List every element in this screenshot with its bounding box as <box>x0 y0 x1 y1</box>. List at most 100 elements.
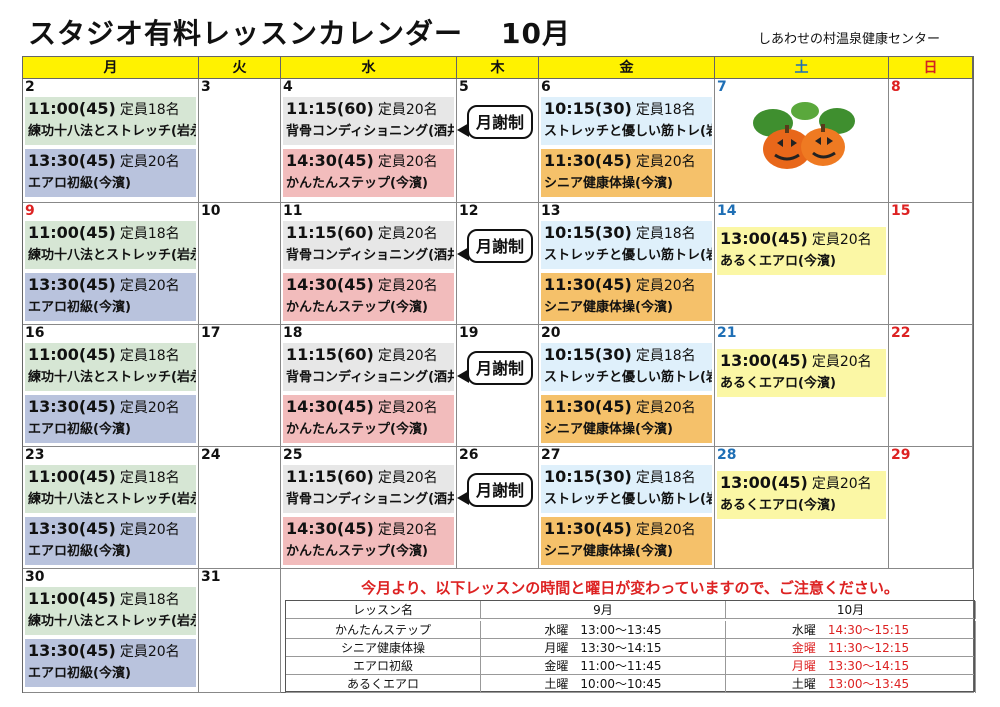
lesson-capacity: 定員20名 <box>811 476 872 492</box>
lesson-time-text: 11:15(60) <box>286 467 374 486</box>
monthly-fee-bubble: 月謝制 <box>467 473 533 507</box>
lesson-block: 14:30(45) 定員20名 かんたんステップ(今濱) <box>283 273 454 321</box>
lesson-name: 背骨コンディショニング(酒井) <box>286 370 454 385</box>
day-number: 11 <box>283 203 303 219</box>
lesson-time-text: 14:30(45) <box>286 519 374 538</box>
lesson-block: 11:30(45) 定員20名 シニア健康体操(今濱) <box>541 395 712 443</box>
lesson-time: 11:15(60) 定員20名 <box>286 466 451 489</box>
weekday-header-1: 火 <box>199 57 281 79</box>
september-schedule-cell: 土曜 10:00～10:45 <box>481 675 726 693</box>
lesson-block: 11:00(45) 定員18名 練功十八法とストレッチ(岩永) <box>25 221 196 269</box>
lesson-capacity: 定員18名 <box>635 348 696 364</box>
change-notice: 今月より、以下レッスンの時間と曜日が変わっていますので、ご注意ください。 <box>361 579 899 597</box>
lesson-name: シニア健康体操(今濱) <box>544 300 673 315</box>
lesson-time-text: 13:30(45) <box>28 151 116 170</box>
bubble-tail-icon <box>457 491 469 505</box>
day-cell: 24 <box>199 447 281 569</box>
lesson-capacity: 定員18名 <box>119 348 180 364</box>
lesson-time: 13:00(45) 定員20名 <box>720 472 883 495</box>
lesson-capacity: 定員20名 <box>377 470 438 486</box>
october-day: 土曜 <box>791 677 816 691</box>
lesson-time-text: 13:00(45) <box>720 229 808 248</box>
lesson-time: 11:15(60) 定員20名 <box>286 344 451 367</box>
calendar: 月火水木金土日 2 11:00(45) 定員18名 練功十八法とストレッチ(岩永) 13:… <box>22 56 976 693</box>
day-number: 19 <box>459 325 479 341</box>
lesson-time: 11:00(45) 定員18名 <box>28 98 193 121</box>
weekday-header-3: 木 <box>457 57 539 79</box>
lesson-time: 13:30(45) 定員20名 <box>28 518 193 541</box>
weekday-header-4: 金 <box>539 57 715 79</box>
day-number: 25 <box>283 447 303 463</box>
lesson-time: 14:30(45) 定員20名 <box>286 518 451 541</box>
weekday-header-2: 水 <box>281 57 457 79</box>
day-number: 9 <box>25 203 35 219</box>
day-cell: 2010:15(30)定員18名ストレッチと優しい筋トレ(岩永)11:30(45… <box>539 325 715 447</box>
day-number: 30 <box>25 569 45 585</box>
weekday-header-5: 土 <box>715 57 889 79</box>
lesson-block: 13:00(45) 定員20名 あるくエアロ(今濱) <box>717 227 886 275</box>
day-cell: 18 11:15(60) 定員20名 背骨コンディショニング(酒井) 14:30(45)… <box>281 325 457 447</box>
lesson-time: 13:30(45) 定員20名 <box>28 150 193 173</box>
weekday-header-0: 月 <box>23 57 199 79</box>
day-number: 5 <box>459 79 469 95</box>
day-cell: 31 <box>199 569 281 693</box>
october-day: 月曜 <box>791 659 816 673</box>
lesson-capacity: 定員20名 <box>635 154 696 170</box>
day-number: 26 <box>459 447 479 463</box>
lesson-name: ストレッチと優しい筋トレ(岩永) <box>544 370 712 385</box>
lesson-name-cell: エアロ初級 <box>286 657 481 675</box>
page-title: スタジオ有料レッスンカレンダー 10月 <box>28 12 571 52</box>
lesson-block: 11:30(45) 定員20名 シニア健康体操(今濱) <box>541 517 712 565</box>
day-number: 18 <box>283 325 303 341</box>
lesson-capacity: 定員20名 <box>119 644 180 660</box>
lesson-name: 練功十八法とストレッチ(岩永) <box>28 124 196 139</box>
lesson-name: ストレッチと優しい筋トレ(岩永) <box>544 248 712 263</box>
lesson-name: エアロ初級(今濱) <box>28 422 131 437</box>
lesson-time: 10:15(30) 定員18名 <box>544 98 709 121</box>
table-header-row: レッスン名 9月 10月 <box>286 601 976 619</box>
lesson-time: 11:00(45) 定員18名 <box>28 344 193 367</box>
day-cell: 12 <box>457 203 539 325</box>
day-number: 12 <box>459 203 479 219</box>
monthly-fee-bubble: 月謝制 <box>467 105 533 139</box>
lesson-time: 11:00(45) 定員18名 <box>28 466 193 489</box>
day-number: 2 <box>25 79 35 95</box>
lesson-block: 13:30(45) 定員20名 エアロ初級(今濱) <box>25 639 196 687</box>
lesson-block: 13:30(45) 定員20名 エアロ初級(今濱) <box>25 149 196 197</box>
lesson-block: 11:30(45) 定員20名 シニア健康体操(今濱) <box>541 273 712 321</box>
lesson-capacity: 定員20名 <box>377 226 438 242</box>
lesson-name: ストレッチと優しい筋トレ(岩永) <box>544 492 712 507</box>
lesson-capacity: 定員20名 <box>811 354 872 370</box>
title-month: 10月 <box>501 17 571 50</box>
lesson-capacity: 定員20名 <box>635 400 696 416</box>
lesson-block: 13:00(45) 定員20名 あるくエアロ(今濱) <box>717 471 886 519</box>
lesson-time-text: 11:30(45) <box>544 397 632 416</box>
lesson-name: エアロ初級(今濱) <box>28 544 131 559</box>
day-cell: 1310:15(30)定員18名ストレッチと優しい筋トレ(岩永)11:30(45… <box>539 203 715 325</box>
day-cell: 7 <box>715 79 889 203</box>
lesson-block: 13:30(45) 定員20名 エアロ初級(今濱) <box>25 395 196 443</box>
day-cell: 5 <box>457 79 539 203</box>
lesson-name: あるくエアロ(今濱) <box>720 376 836 391</box>
day-cell: 30 11:00(45) 定員18名 練功十八法とストレッチ(岩永) 13:30(45)… <box>23 569 199 693</box>
lesson-time: 11:15(60) 定員20名 <box>286 98 451 121</box>
day-number: 4 <box>283 79 293 95</box>
lesson-time: 11:00(45) 定員18名 <box>28 222 193 245</box>
day-number: 14 <box>717 203 737 219</box>
lesson-block: 11:00(45) 定員18名 練功十八法とストレッチ(岩永) <box>25 343 196 391</box>
day-number: 13 <box>541 203 561 219</box>
bubble-tail-icon <box>457 123 469 137</box>
table-row: かんたんステップ 水曜 13:00～13:45 水曜 14:30～15:15 <box>286 621 976 639</box>
lesson-capacity: 定員20名 <box>119 278 180 294</box>
day-number: 24 <box>201 447 221 463</box>
lesson-time: 13:00(45) 定員20名 <box>720 350 883 373</box>
lesson-time: 14:30(45) 定員20名 <box>286 150 451 173</box>
lesson-name: 背骨コンディショニング(酒井) <box>286 124 454 139</box>
lesson-capacity: 定員20名 <box>119 400 180 416</box>
lesson-block: 11:00(45) 定員18名練功十八法とストレッチ(岩永) <box>25 97 196 145</box>
lesson-name: あるくエアロ(今濱) <box>720 254 836 269</box>
lesson-block: 11:15(60) 定員20名背骨コンディショニング(酒井) <box>283 97 454 145</box>
lesson-time-text: 11:15(60) <box>286 99 374 118</box>
september-schedule-cell: 水曜 13:00～13:45 <box>481 621 726 639</box>
